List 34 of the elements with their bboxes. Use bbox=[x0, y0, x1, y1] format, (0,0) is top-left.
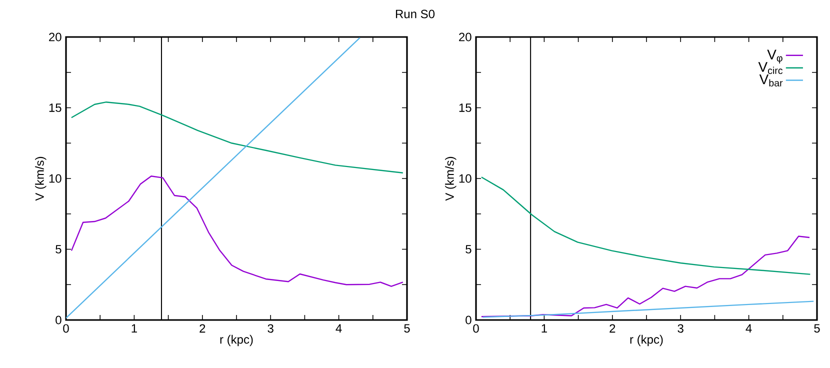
chart-title: Run S0 bbox=[396, 10, 435, 18]
y-tick-label: 5 bbox=[56, 245, 62, 254]
y-tick-label: 20 bbox=[459, 32, 472, 42]
x-axis-title: r (kpc) bbox=[220, 334, 253, 346]
x-tick-label: 3 bbox=[268, 324, 274, 333]
y-tick-label: 0 bbox=[56, 316, 62, 324]
x-tick-label: 4 bbox=[746, 324, 752, 332]
line-series bbox=[480, 176, 811, 275]
x-axis-title: r (kpc) bbox=[630, 334, 663, 346]
y-tick-label: 10 bbox=[49, 174, 62, 183]
y-tick-label: 20 bbox=[49, 32, 62, 42]
y-tick-label: 0 bbox=[466, 316, 472, 324]
x-tick-label: 2 bbox=[610, 324, 616, 333]
line-series bbox=[70, 101, 404, 174]
y-tick-label: 10 bbox=[459, 174, 472, 183]
x-tick-label: 0 bbox=[63, 324, 69, 333]
y-tick-label: 15 bbox=[49, 104, 62, 112]
x-tick-label: 2 bbox=[200, 324, 206, 333]
x-tick-label: 5 bbox=[404, 324, 410, 333]
y-tick-label: 15 bbox=[459, 104, 472, 112]
line-series bbox=[480, 236, 810, 318]
x-tick-label: 3 bbox=[678, 324, 684, 333]
y-tick-label: 5 bbox=[466, 245, 472, 254]
x-tick-label: 0 bbox=[473, 324, 479, 333]
x-tick-label: 1 bbox=[132, 324, 137, 332]
legend-label: V$_{bar}$ bbox=[759, 74, 783, 86]
x-tick-label: 4 bbox=[336, 324, 342, 332]
x-tick-label: 1 bbox=[542, 324, 547, 332]
line-series bbox=[70, 175, 404, 287]
y-axis-title: V (km/s) bbox=[445, 156, 456, 201]
legend-label: V$_{circ}$ bbox=[758, 62, 783, 74]
x-tick-label: 5 bbox=[814, 324, 820, 333]
legend-label: V$_{φ}$ bbox=[767, 50, 782, 64]
y-axis-title: V (km/s) bbox=[35, 156, 46, 201]
